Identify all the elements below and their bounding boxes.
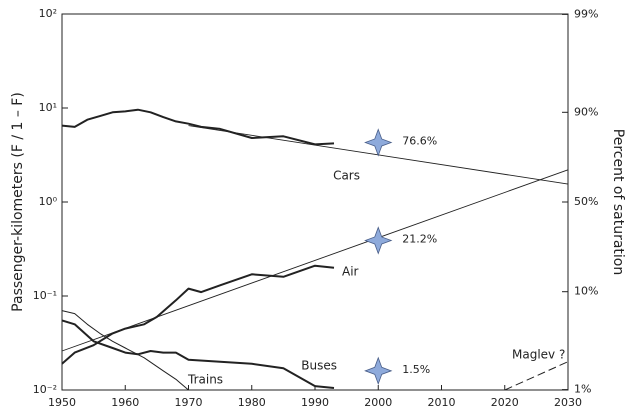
- x-tick-label: 1970: [175, 396, 203, 409]
- series-line: [61, 310, 189, 391]
- star-marker: [364, 356, 393, 385]
- y-tick-label: 10⁻²: [33, 383, 57, 396]
- series-line: [61, 108, 335, 146]
- x-tick-label: 1960: [111, 396, 139, 409]
- marker-label: 1.5%: [402, 363, 430, 376]
- y2-axis-label: Percent of saturation: [610, 129, 626, 275]
- marker-label: 21.2%: [402, 232, 437, 245]
- star-marker: [364, 128, 393, 157]
- series-line: [504, 361, 569, 391]
- series-label: Maglev ?: [512, 348, 565, 362]
- x-tick-label: 1980: [238, 396, 266, 409]
- y2-tick-label: 99%: [574, 7, 598, 20]
- y-tick-label: 10⁰: [39, 195, 58, 208]
- series-label: Air: [342, 265, 359, 279]
- series-label: Buses: [301, 359, 337, 373]
- y2-tick-label: 10%: [574, 285, 598, 298]
- y-tick-label: 10¹: [39, 101, 57, 114]
- x-tick-label: 2010: [428, 396, 456, 409]
- x-tick-label: 1990: [301, 396, 329, 409]
- y2-tick-label: 1%: [574, 383, 591, 396]
- y2-tick-label: 50%: [574, 195, 598, 208]
- y-tick-label: 10²: [39, 7, 57, 20]
- series-label: Trains: [187, 373, 223, 387]
- fit-line: [61, 169, 569, 352]
- series-line: [61, 319, 335, 389]
- y2-tick-label: 90%: [574, 105, 598, 118]
- series-line: [61, 264, 335, 365]
- x-tick-label: 2020: [491, 396, 519, 409]
- y-tick-label: 10⁻¹: [33, 289, 57, 302]
- y-axis-label: Passenger-kilometers (F / 1 – F): [10, 92, 26, 312]
- x-tick-label: 2030: [554, 396, 582, 409]
- series-label: Cars: [333, 169, 360, 183]
- marker-label: 76.6%: [402, 134, 437, 147]
- plot-frame: [61, 13, 569, 391]
- star-marker: [364, 226, 393, 255]
- x-tick-label: 2000: [364, 396, 392, 409]
- x-tick-label: 1950: [48, 396, 76, 409]
